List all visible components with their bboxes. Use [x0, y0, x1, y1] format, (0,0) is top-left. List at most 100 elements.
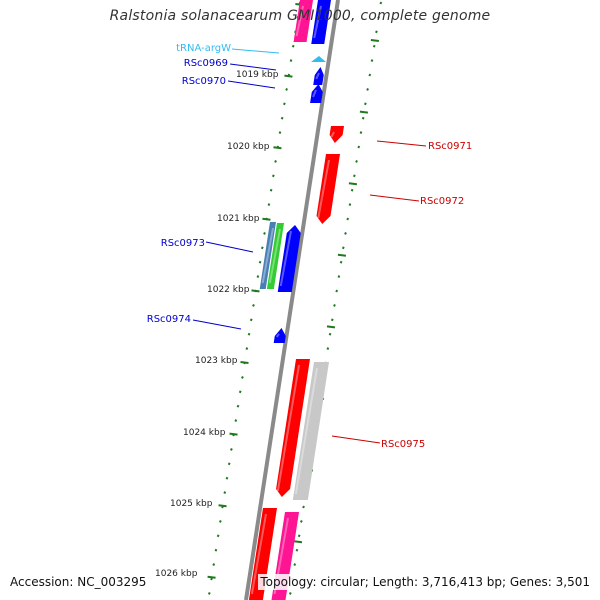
minor-tick — [297, 534, 301, 538]
feature-red-1025-shine — [250, 513, 267, 595]
minor-tick — [271, 174, 275, 178]
minor-tick — [280, 116, 284, 120]
major-tick — [240, 361, 249, 364]
major-tick — [293, 540, 303, 544]
feature-blue-top-shine — [313, 5, 322, 39]
minor-ticks-left — [207, 1, 302, 595]
minor-tick — [263, 231, 266, 235]
feature-rsc0969 — [313, 67, 324, 85]
minor-tick — [238, 390, 242, 394]
minor-tick — [366, 87, 369, 91]
feature-steel-1021-shine — [261, 227, 274, 284]
major-tick — [229, 432, 238, 436]
gene-features — [248, 0, 344, 600]
minor-tick — [274, 159, 277, 163]
minor-tick — [299, 519, 303, 523]
genome-summary-text: Topology: circular; Length: 3,716,413 bp… — [258, 574, 592, 590]
minor-tick — [350, 188, 354, 192]
feature-blue-top — [311, 0, 331, 44]
feature-green-1021-shine — [268, 228, 281, 284]
minor-tick — [361, 116, 365, 120]
minor-tick — [225, 476, 229, 480]
minor-tick — [207, 591, 211, 595]
gene-label-rsc0971[interactable]: RSc0971 — [428, 141, 472, 152]
major-tick — [284, 74, 293, 78]
scale-label-1026: 1026 kbp — [155, 569, 198, 579]
feature-green-1021 — [266, 223, 284, 289]
minor-tick — [289, 59, 293, 63]
gene-label-rsc0972[interactable]: RSc0972 — [420, 196, 464, 207]
gene-label-rsc0969[interactable]: RSc0969 — [184, 58, 228, 69]
feature-pink-top-shine — [295, 5, 304, 37]
minor-tick — [326, 347, 330, 351]
minor-tick — [269, 188, 273, 192]
scale-label-1021: 1021 kbp — [217, 214, 260, 224]
minor-tick — [245, 347, 249, 351]
feature-rsc0972 — [316, 154, 340, 224]
minor-tick — [285, 87, 288, 91]
minor-tick — [330, 318, 334, 322]
feature-red-1023 — [276, 359, 310, 497]
minor-tick — [355, 159, 358, 163]
minor-tick — [247, 332, 251, 336]
minor-tick — [291, 44, 295, 48]
gene-label-rsc0975[interactable]: RSc0975 — [381, 439, 425, 450]
minor-tick — [364, 102, 367, 106]
minor-tick — [283, 102, 286, 106]
minor-tick — [352, 174, 356, 178]
minor-tick — [302, 505, 305, 509]
minor-tick — [212, 563, 216, 567]
feature-rsc0970-shine — [312, 89, 317, 98]
minor-ticks-right — [288, 1, 383, 595]
major-ticks-left — [207, 3, 304, 579]
major-tick — [218, 504, 227, 508]
scale-label-1023: 1023 kbp — [195, 356, 238, 366]
minor-tick — [230, 447, 233, 451]
minor-tick — [218, 519, 222, 523]
minor-tick — [359, 131, 363, 135]
scale-label-1019: 1019 kbp — [236, 70, 279, 80]
feature-rsc0969-shine — [315, 72, 320, 80]
scale-label-1020: 1020 kbp — [227, 142, 270, 152]
minor-tick — [260, 246, 264, 250]
feature-steel-1021 — [259, 222, 276, 289]
feature-rsc0971 — [329, 126, 344, 143]
feature-rsc0973 — [277, 225, 301, 292]
minor-tick — [216, 534, 220, 538]
feature-rsc0972-shine — [317, 159, 330, 219]
minor-tick — [258, 260, 262, 264]
major-tick — [262, 217, 271, 221]
minor-tick — [377, 15, 380, 19]
accession-text: Accession: NC_003295 — [8, 574, 149, 590]
minor-tick — [252, 303, 255, 307]
minor-tick — [368, 73, 372, 77]
minor-tick — [223, 491, 227, 495]
minor-tick — [346, 217, 350, 221]
minor-tick — [344, 231, 347, 235]
gene-label-rsc0973[interactable]: RSc0973 — [161, 238, 205, 249]
feature-rsc0974 — [273, 328, 286, 343]
feature-red-1025 — [248, 508, 277, 600]
minor-tick — [375, 30, 378, 34]
gene-label-trna-argw[interactable]: tRNA-argW — [176, 43, 231, 54]
minor-tick — [295, 548, 299, 552]
map-title: Ralstonia solanacearum GMI1000, complete… — [109, 8, 491, 24]
minor-tick — [328, 332, 332, 336]
major-tick — [207, 575, 216, 579]
minor-tick — [288, 591, 292, 595]
major-tick — [273, 146, 282, 150]
feature-rsc0975 — [292, 362, 329, 500]
minor-tick — [337, 275, 341, 279]
scale-label-1024: 1024 kbp — [183, 428, 226, 438]
gene-label-rsc0970[interactable]: RSc0970 — [182, 76, 226, 87]
major-tick — [370, 39, 379, 42]
minor-tick — [278, 131, 282, 135]
minor-tick — [335, 289, 339, 293]
minor-tick — [234, 419, 238, 423]
minor-tick — [348, 203, 352, 207]
gene-label-rsc0974[interactable]: RSc0974 — [147, 314, 191, 325]
feature-rsc0975-shine — [294, 367, 318, 495]
minor-tick — [214, 548, 218, 552]
major-tick — [348, 182, 358, 186]
feature-red-1023-shine — [276, 364, 300, 492]
